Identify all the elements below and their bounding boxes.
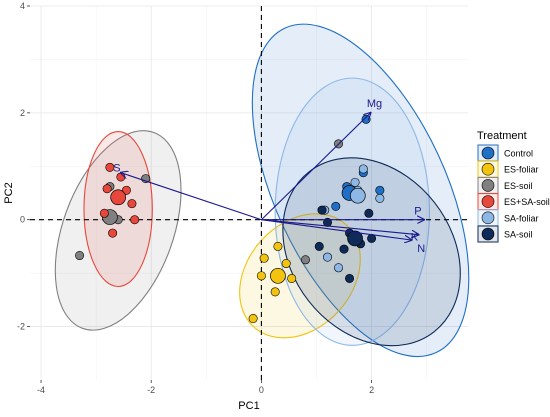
loading-arrows: Mg S P KN	[113, 98, 425, 255]
point-control-3	[375, 185, 385, 195]
loading-arrow-n	[261, 219, 411, 240]
point-sa-foliar-3	[334, 263, 344, 273]
point-sa-soil-5	[364, 208, 374, 218]
loading-label-mg: Mg	[367, 98, 382, 110]
legend-label-sa-soil: SA-soil	[504, 230, 533, 240]
legend: Treatment Control ES-foliar ES-soil ES+SA-so…	[477, 130, 550, 243]
legend-swatch-es-sa-soil	[481, 195, 495, 208]
point-es-sa-soil-6	[130, 215, 140, 225]
point-es-sa-soil-0	[105, 162, 115, 172]
point-sa-foliar-6	[350, 177, 360, 187]
grid-lines	[30, 5, 468, 380]
loading-arrow-mg	[261, 113, 370, 221]
centroid-sa-soil	[347, 230, 363, 247]
legend-swatch-sa-foliar	[481, 211, 495, 225]
ellipse-sa-foliar	[274, 77, 430, 346]
ellipse-es-sa-soil	[83, 131, 153, 288]
point-es-foliar-0	[259, 253, 269, 263]
legend-label-es-foliar: ES-foliar	[504, 165, 539, 175]
point-es-sa-soil-5	[99, 208, 109, 218]
point-sa-soil-8	[323, 217, 333, 227]
point-es-sa-soil-2	[102, 184, 112, 194]
point-es-soil-4	[300, 255, 310, 265]
x-tick-label: 0	[259, 385, 264, 395]
point-sa-foliar-4	[358, 164, 368, 174]
ellipse-sa-soil	[282, 157, 461, 347]
loading-label-n: N	[417, 243, 425, 255]
legend-swatch-es-foliar	[481, 162, 495, 176]
point-es-sa-soil-4	[127, 199, 137, 209]
point-es-sa-soil-7	[108, 228, 118, 238]
y-tick-label: 2	[20, 108, 25, 118]
point-es-foliar-4	[270, 287, 280, 297]
legend-label-es-sa-soil: ES+SA-soil	[504, 197, 550, 207]
legend-label-sa-foliar: SA-foliar	[504, 213, 539, 223]
legend-swatch-es-soil	[481, 179, 495, 192]
point-es-foliar-6	[256, 271, 266, 281]
centroid-es-sa-soil	[110, 189, 127, 206]
point-es-foliar-2	[281, 259, 291, 269]
point-sa-foliar-5	[323, 252, 333, 262]
point-sa-foliar-2	[375, 193, 385, 203]
point-control-0	[361, 114, 371, 124]
point-es-foliar-5	[248, 314, 258, 324]
centroid-es-foliar	[270, 267, 286, 284]
legend-label-es-soil: ES-soil	[504, 181, 533, 191]
axis-ticks: -4 -2 0 2 -2 0 2 4	[17, 1, 374, 395]
x-tick-label: -2	[147, 385, 155, 395]
legend-label-control: Control	[504, 149, 533, 159]
point-es-foliar-3	[287, 273, 297, 283]
y-tick-label: -2	[17, 322, 25, 332]
point-sa-soil-6	[314, 241, 324, 251]
y-axis-title: PC2	[3, 182, 15, 203]
loading-arrow-s	[121, 173, 262, 221]
loading-label-p: P	[414, 206, 421, 218]
loading-arrow-k	[261, 219, 418, 235]
x-axis-title: PC1	[238, 400, 259, 412]
y-tick-label: 0	[20, 215, 25, 225]
point-control-4	[331, 201, 341, 211]
loading-label-k: K	[411, 232, 419, 244]
y-tick-label: 4	[20, 1, 25, 11]
legend-swatch-control	[481, 146, 495, 160]
point-sa-soil-0	[317, 205, 327, 215]
point-sa-soil-4	[339, 244, 349, 254]
x-tick-label: 2	[369, 385, 374, 395]
point-sa-soil-7	[345, 273, 355, 283]
x-tick-label: -4	[37, 385, 45, 395]
point-es-foliar-1	[273, 241, 283, 251]
legend-swatch-sa-soil	[481, 227, 495, 241]
point-es-soil-0	[75, 251, 85, 261]
centroid-sa-foliar	[349, 187, 366, 204]
loading-label-s: S	[113, 163, 120, 175]
data-points	[75, 114, 385, 324]
legend-title: Treatment	[477, 130, 527, 142]
